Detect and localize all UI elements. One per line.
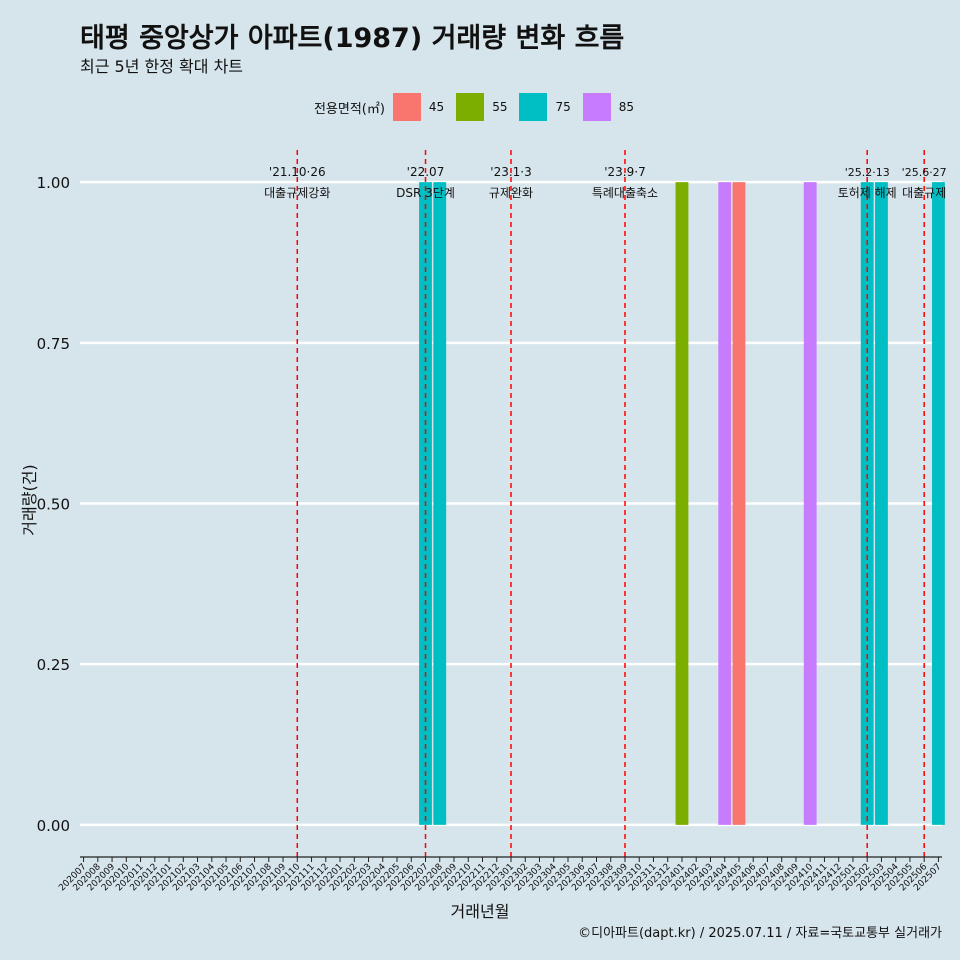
legend-label: 55 — [492, 100, 508, 114]
x-axis-label: 거래년월 — [450, 902, 510, 921]
chart-title: 태평 중앙상가 아파트(1987) 거래량 변화 흐름 — [80, 23, 625, 54]
legend-label: 45 — [428, 100, 445, 114]
annotation-date: '25.2·13 — [845, 166, 890, 179]
annotation-date: '22.07 — [407, 165, 445, 179]
annotation-label: 토허제 해제 — [838, 186, 897, 200]
bar-85-202410 — [803, 182, 817, 825]
y-tick-label: 0.25 — [37, 656, 70, 674]
legend-key-85: 85 — [582, 93, 635, 121]
bar-55-202401 — [675, 182, 689, 825]
bar-75-202503 — [875, 182, 888, 825]
annotation-date: '21.10·26 — [269, 165, 326, 179]
legend: 전용면적(㎡) 45 55 75 85 — [0, 93, 960, 121]
annotation-label: 대출규제강화 — [264, 186, 330, 200]
annotation-date: '23.9·7 — [604, 165, 645, 179]
legend-swatch — [392, 93, 421, 121]
annotation-date: '23.1·3 — [490, 165, 531, 179]
source-caption: ©디아파트(dapt.kr) / 2025.07.11 / 자료=국토교통부 실… — [578, 926, 942, 941]
legend-label: 85 — [618, 100, 635, 114]
legend-key-75: 75 — [519, 93, 571, 121]
y-tick-label: 1.00 — [37, 174, 70, 192]
y-tick-label: 0.50 — [37, 496, 70, 514]
y-tick-label: 0.00 — [37, 817, 70, 835]
bar-75-202507 — [932, 182, 945, 825]
annotation-label: 특례대출축소 — [592, 186, 658, 200]
bar-45-202405 — [732, 182, 746, 825]
annotation-date: '25.6·27 — [902, 166, 947, 179]
y-tick-label: 0.75 — [37, 335, 70, 353]
legend-title: 전용면적(㎡) — [313, 101, 385, 117]
bar-75-202208 — [433, 182, 447, 825]
y-axis-label: 거래량(건) — [20, 464, 39, 536]
legend-swatch — [519, 93, 548, 121]
legend-label: 75 — [555, 100, 571, 114]
bar-85-202404 — [718, 182, 732, 825]
annotation-label: DSR 3단계 — [396, 186, 455, 200]
legend-key-45: 45 — [392, 93, 445, 121]
legend-swatch — [582, 93, 611, 121]
legend-key-55: 55 — [456, 93, 507, 121]
annotation-label: 규제완화 — [489, 186, 533, 200]
chart-subtitle: 최근 5년 한정 확대 차트 — [80, 57, 244, 76]
annotation-label: 대출규제 — [902, 186, 946, 200]
legend-swatch — [456, 93, 485, 121]
